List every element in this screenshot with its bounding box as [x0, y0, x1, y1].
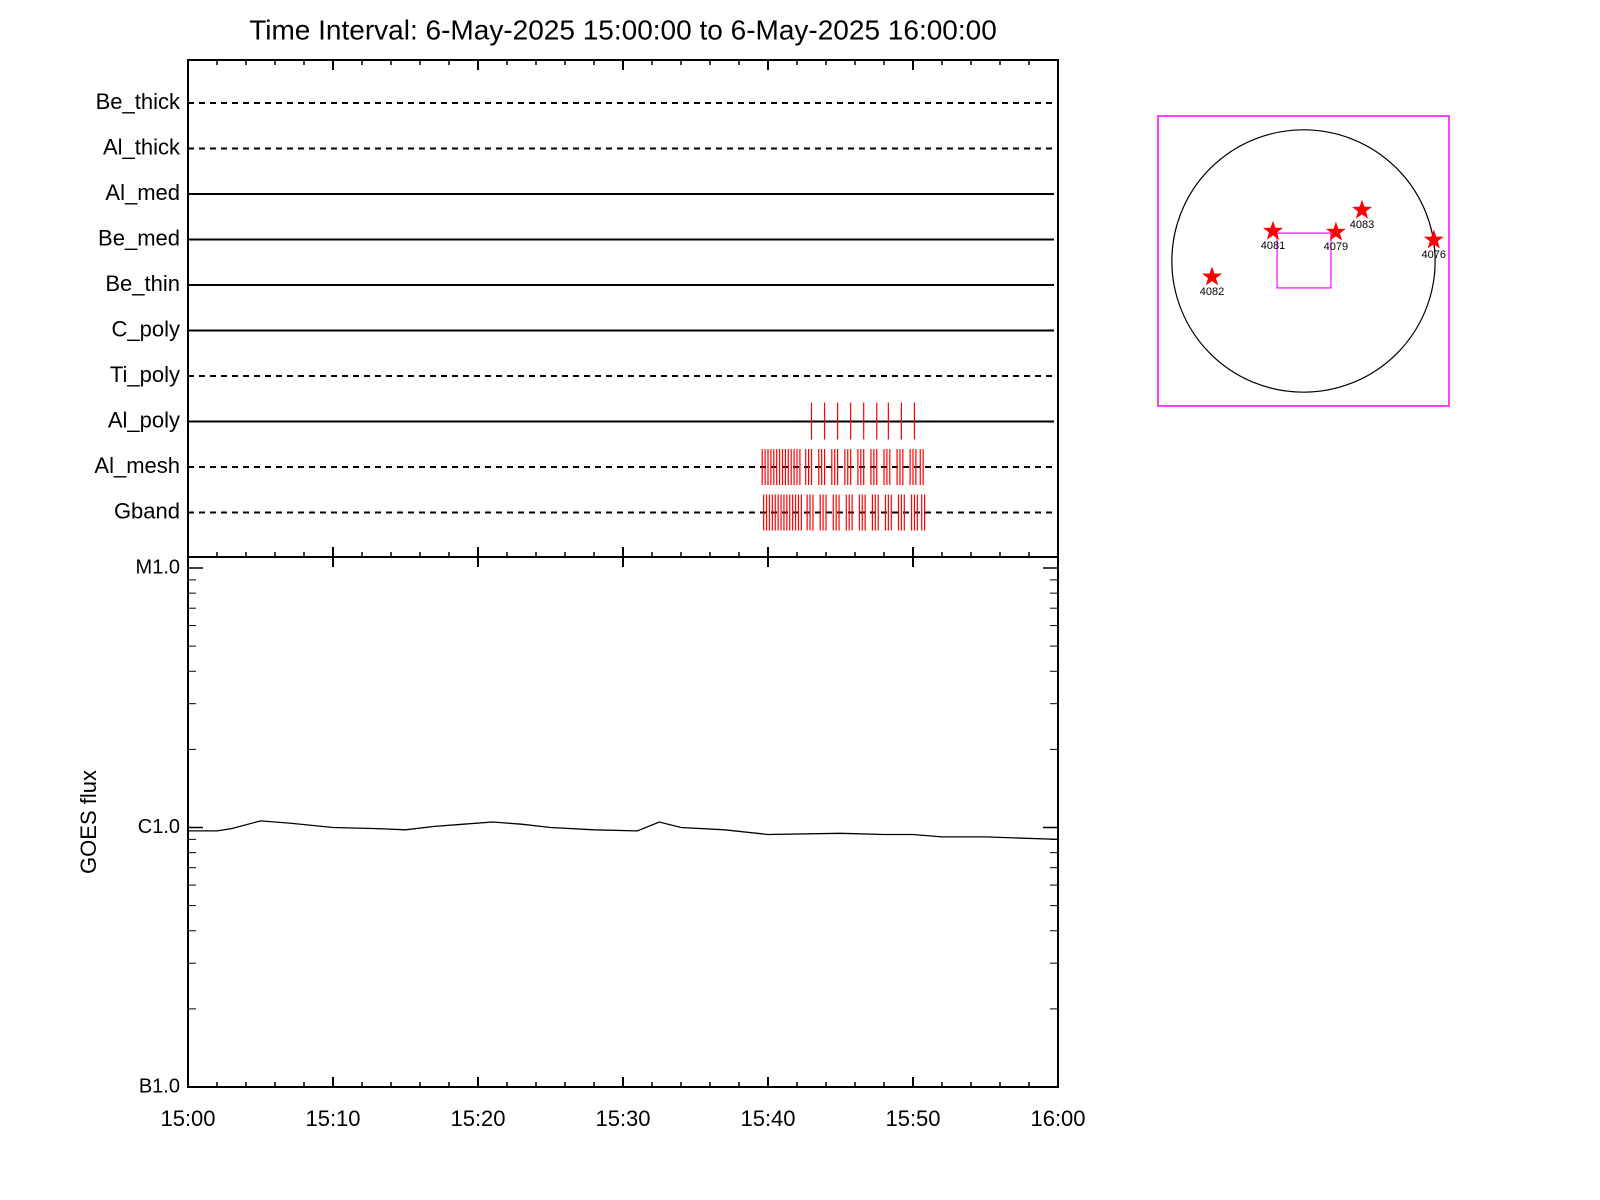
x-tick-label: 15:10	[305, 1106, 360, 1131]
row-label: Be_thick	[96, 89, 181, 114]
x-tick-label: 15:40	[740, 1106, 795, 1131]
panel-frame	[187, 556, 1059, 1088]
region-label: 4082	[1200, 286, 1224, 298]
region-star	[1263, 220, 1283, 240]
region-label: 4076	[1422, 249, 1446, 261]
row-label: Be_med	[98, 225, 180, 250]
region-star	[1423, 229, 1444, 249]
x-tick-label: 15:00	[160, 1106, 215, 1131]
row-label: Al_poly	[108, 407, 180, 432]
y-tick-label: M1.0	[136, 556, 180, 578]
title: Time Interval: 6-May-2025 15:00:00 to 6-…	[249, 14, 997, 45]
row-label: Gband	[114, 498, 180, 523]
region-star	[1352, 199, 1372, 219]
y-tick-label: B1.0	[139, 1075, 180, 1097]
solar-disk	[1171, 129, 1436, 393]
row-label: Al_mesh	[94, 453, 180, 478]
x-tick-label: 15:20	[450, 1106, 505, 1131]
row-label: C_poly	[112, 316, 180, 341]
y-tick-label: C1.0	[138, 816, 180, 838]
row-label: Al_med	[105, 180, 180, 205]
y-axis-label: GOES flux	[76, 770, 101, 874]
flux-line	[188, 820, 1059, 841]
row-label: Al_thick	[103, 134, 181, 159]
region-label: 4079	[1324, 241, 1348, 253]
map-frame	[1157, 115, 1450, 407]
x-tick-label: 15:30	[595, 1106, 650, 1131]
x-tick-label: 15:50	[885, 1106, 940, 1131]
region-star	[1325, 221, 1346, 241]
region-star	[1202, 266, 1222, 286]
row-label: Ti_poly	[110, 362, 180, 387]
x-tick-label: 16:00	[1030, 1106, 1085, 1131]
row-label: Be_thin	[105, 271, 180, 296]
region-label: 4081	[1261, 240, 1285, 252]
panel-frame	[187, 59, 1059, 558]
field-of-view	[1276, 232, 1332, 289]
region-label: 4083	[1350, 219, 1374, 231]
